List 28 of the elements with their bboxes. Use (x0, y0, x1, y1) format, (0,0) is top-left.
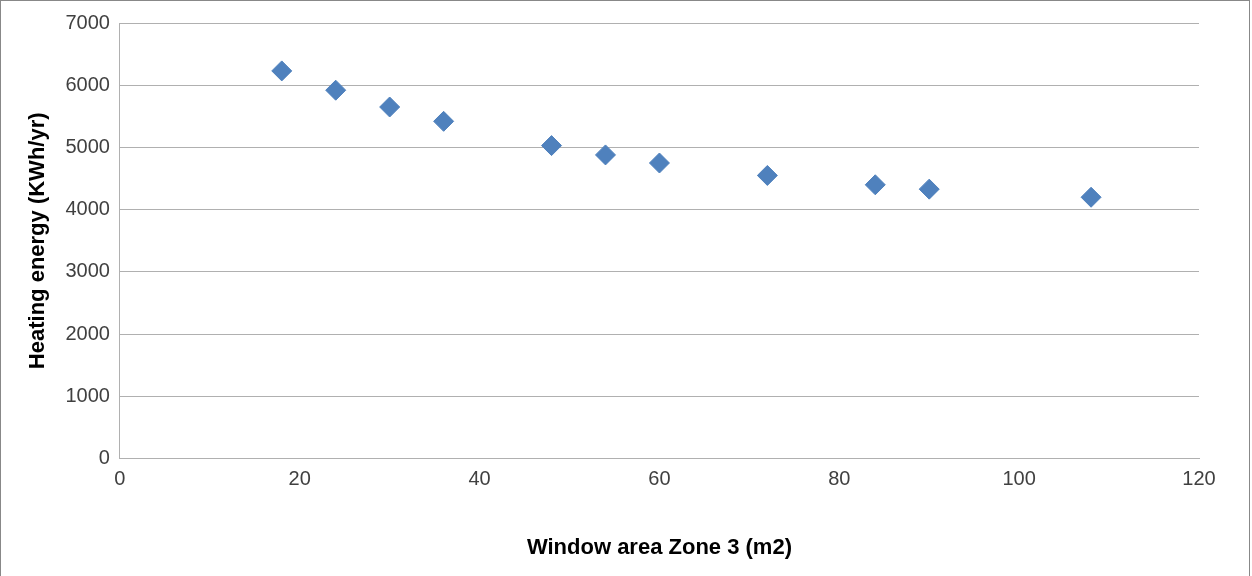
y-tick-label: 0 (98, 446, 110, 469)
point (594, 144, 616, 166)
point (756, 164, 778, 186)
y-tick-label: 3000 (65, 259, 110, 282)
y-tick-label: 6000 (65, 72, 110, 95)
y-tick-label: 1000 (65, 383, 110, 406)
x-tick-label: 100 (1002, 467, 1036, 490)
point (864, 174, 886, 196)
x-tick-label: 120 (1182, 467, 1216, 490)
point (541, 135, 563, 157)
y-tick-label: 7000 (65, 10, 110, 33)
point (433, 110, 455, 132)
point (379, 96, 401, 118)
y-tick-label: 5000 (65, 134, 110, 157)
x-tick-label: 40 (468, 467, 491, 490)
point (325, 79, 347, 101)
point (648, 152, 670, 174)
y-tick-label: 4000 (65, 197, 110, 220)
point (1080, 186, 1102, 208)
y-axis-title: Heating energy (KWh/yr) (24, 112, 50, 370)
x-tick-label: 80 (828, 467, 851, 490)
point (271, 60, 293, 82)
x-tick-label: 0 (114, 467, 126, 490)
y-tick-label: 2000 (65, 321, 110, 344)
x-axis-title: Window area Zone 3 (m2) (526, 533, 792, 559)
x-tick-label: 60 (648, 467, 671, 490)
x-tick-label: 20 (288, 467, 311, 490)
point (918, 178, 940, 200)
